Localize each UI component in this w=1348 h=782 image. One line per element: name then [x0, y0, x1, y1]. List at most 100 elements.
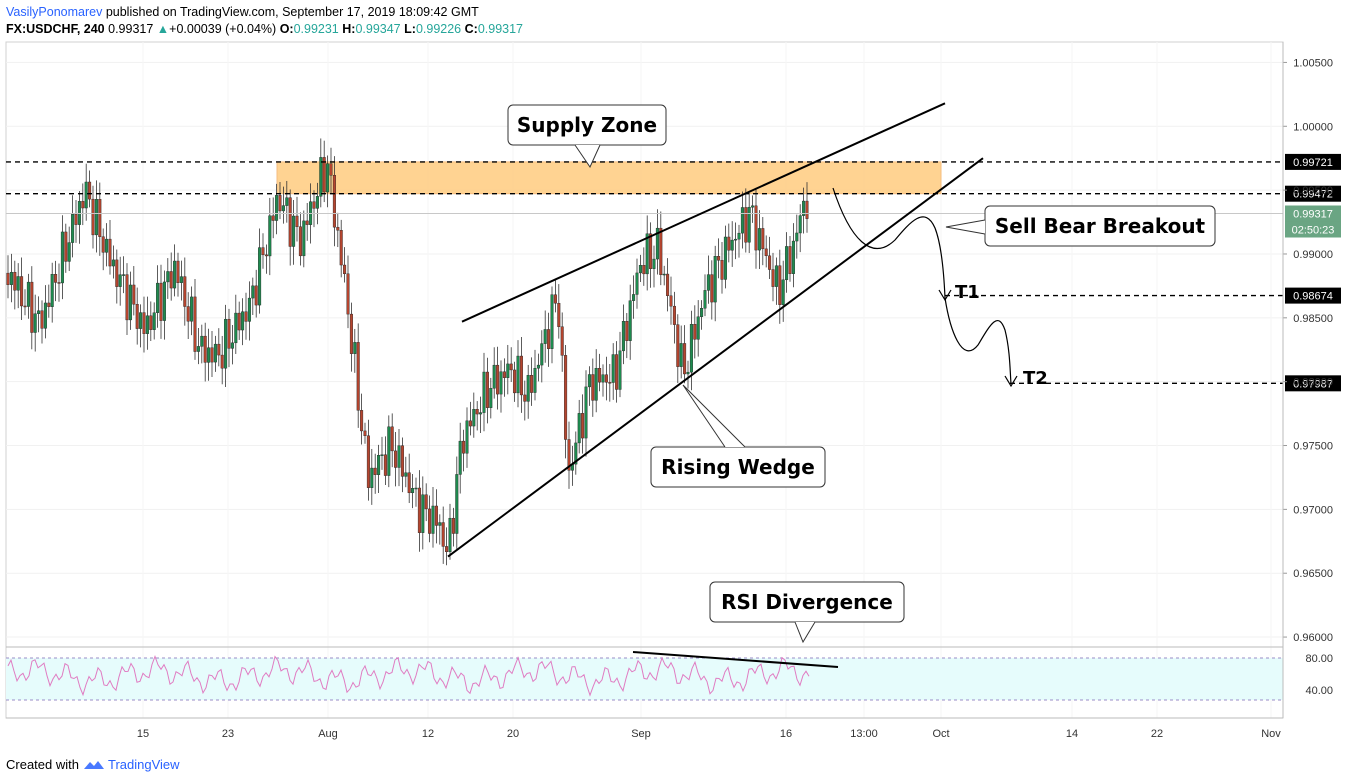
candle-body [696, 316, 700, 340]
candle-body [377, 455, 381, 475]
candle-body [492, 364, 496, 389]
candle-body [145, 315, 149, 334]
candle-body [465, 420, 469, 454]
y-tick-label: 0.98500 [1293, 313, 1333, 325]
candle-body [598, 368, 602, 383]
x-tick-label: 22 [1151, 728, 1163, 740]
candle-body [611, 354, 615, 383]
y-tick-label: 0.98000 [1293, 377, 1333, 389]
candle-body [23, 305, 27, 308]
candle-body [207, 347, 211, 363]
candle-body [526, 375, 530, 402]
candle-body [315, 196, 319, 209]
projection-path-2 [944, 297, 1012, 385]
author-link[interactable]: VasilyPonomarev [6, 5, 103, 19]
candle-body [754, 205, 758, 251]
candle-body [125, 274, 129, 321]
candle-body [618, 350, 622, 390]
candle-body [264, 254, 268, 257]
callout-label-wedge: Rising Wedge [661, 455, 815, 479]
candle-body [428, 508, 432, 534]
candle-body [706, 274, 710, 291]
change-value: +0.00039 (+0.04%) [169, 22, 277, 36]
candle-body [343, 264, 347, 275]
candle-body [519, 355, 523, 396]
candle-body [142, 312, 146, 334]
candle-body [169, 271, 173, 289]
candle-body [438, 522, 442, 526]
candle-body [176, 260, 180, 283]
candle-body [798, 215, 802, 234]
candle-body [757, 228, 761, 251]
candle-body [230, 342, 234, 349]
candle-body [40, 310, 44, 329]
candle-body [434, 505, 438, 526]
x-tick-label: 12 [422, 728, 434, 740]
candle-body [373, 467, 377, 475]
candle-body [50, 274, 54, 307]
x-tick-label: Oct [932, 728, 949, 740]
price-levels: 0.99721 0.99472 0.98674 0.97987 0.99317 02:50… [6, 153, 1341, 392]
candle-body [693, 324, 697, 340]
x-tick-label: 23 [222, 728, 234, 740]
trend-drawings [447, 102, 1018, 558]
candle-body [122, 274, 126, 276]
candle-body [455, 474, 459, 534]
candle-body [200, 335, 204, 347]
candle-body [156, 282, 160, 313]
candle-body [128, 284, 132, 321]
candle-body [84, 181, 88, 209]
candle-body [224, 318, 228, 369]
candle-body [506, 363, 510, 378]
candle-body [669, 295, 673, 307]
candle-body [615, 354, 619, 390]
candle-body [482, 371, 486, 413]
candle-body [567, 439, 571, 471]
candle-body [349, 313, 353, 354]
published-text: published on TradingView.com, September … [105, 5, 479, 19]
symbol-label[interactable]: FX:USDCHF, 240 [6, 22, 105, 36]
x-tick-label: Sep [631, 728, 651, 740]
candle-body [723, 236, 727, 280]
candle-body [6, 272, 10, 285]
candle-body [190, 296, 194, 322]
candle-body [33, 313, 37, 333]
tradingview-brand: TradingView [107, 757, 180, 772]
supply-zone [276, 161, 942, 195]
y-tick-label: 0.99000 [1293, 249, 1333, 261]
candle-body [496, 364, 500, 395]
candle-body [740, 207, 744, 234]
candle-body [135, 304, 139, 329]
x-tick-label: 16 [780, 728, 792, 740]
candle-body [672, 305, 676, 325]
candle-body [523, 394, 527, 402]
candle-body [30, 281, 34, 333]
tradingview-link[interactable]: TradingView [83, 757, 180, 772]
candle-body [679, 343, 683, 367]
candle-body [553, 294, 557, 304]
close-label: C: [464, 22, 478, 36]
candle-body [485, 371, 489, 408]
candle-body [642, 265, 646, 275]
candle-body [530, 375, 534, 393]
candle-body [768, 255, 772, 270]
candle-body [261, 247, 265, 256]
candle-body [547, 329, 551, 349]
low-label: L: [404, 22, 416, 36]
arrow-t2-icon [1004, 375, 1018, 388]
callout-pointer [794, 621, 816, 644]
candle-body [26, 281, 30, 307]
candle-body [445, 546, 449, 553]
candle-body [700, 308, 704, 317]
candle-body [159, 282, 163, 321]
candle-body [166, 271, 170, 283]
candle-body [727, 236, 731, 251]
candle-body [346, 273, 350, 315]
candle-body [275, 195, 279, 221]
target-label-t1: T1 [955, 282, 980, 303]
candle-body [802, 200, 806, 216]
candle-body [115, 259, 119, 287]
y-tick-label: 0.97000 [1293, 504, 1333, 516]
candle-body [591, 374, 595, 401]
